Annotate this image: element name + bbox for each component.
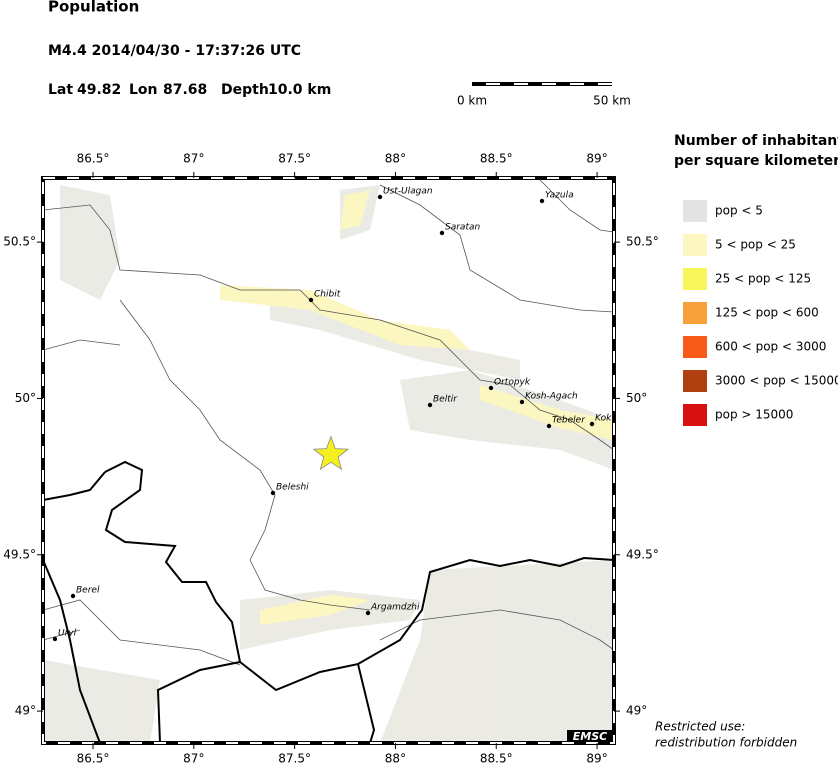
logo-box: [567, 730, 614, 743]
event: M4.4 2014/04/30 - 17:37:26 UTC: [48, 43, 301, 59]
depth: 10.0 km: [268, 82, 331, 98]
city-dot: [589, 421, 595, 427]
city-dot: [365, 610, 371, 616]
city-dot: [488, 385, 494, 391]
lon-label: Lon: [129, 82, 158, 98]
lon-label: 88°: [385, 152, 406, 166]
map: Ust-Ulagan Yazula Saratan Chibit Ortopyk Belt…: [43, 178, 614, 743]
lon-label: 86.5°: [77, 752, 110, 765]
city-label: Berel: [76, 586, 100, 596]
city-label: Ortopyk: [494, 378, 531, 388]
city-label: Kok: [595, 414, 612, 424]
legend-swatch: [683, 234, 707, 256]
city-dot: [546, 423, 552, 429]
city-dot: [519, 399, 525, 405]
lon-label: 88.5°: [480, 752, 513, 765]
lon-label: 86.5°: [77, 152, 110, 166]
city-label: Yazula: [545, 191, 574, 201]
scale-bar: [472, 82, 612, 86]
lon-label: 88°: [385, 752, 406, 765]
legend-label: 600 < pop < 3000: [715, 340, 826, 354]
city-dot: [539, 198, 545, 204]
lon-label: 88.5°: [480, 152, 513, 166]
notice: redistribution forbidden: [655, 736, 797, 750]
lat-label: 49°: [15, 704, 36, 718]
legend-label: 125 < pop < 600: [715, 306, 819, 320]
map-frame: [41, 176, 616, 745]
legend-label: 3000 < pop < 15000: [715, 374, 838, 388]
lat-label: 49.5°: [626, 547, 659, 561]
lat-label: Lat: [48, 82, 73, 98]
city-label: Beleshi: [276, 483, 309, 493]
lon-label: 89°: [586, 152, 607, 166]
city-dot: [377, 194, 383, 200]
lon-label: 89°: [586, 752, 607, 765]
lat-label: 50°: [15, 391, 36, 405]
legend-label: 5 < pop < 25: [715, 238, 796, 252]
city-label: Argamdzhi: [370, 603, 420, 613]
scale-end: 50 km: [593, 94, 631, 108]
city-label: Kosh-Agach: [525, 392, 578, 402]
lat-label: 50.5°: [3, 235, 36, 249]
city-label: Tebeler: [552, 416, 586, 426]
legend-swatch: [683, 404, 707, 426]
city-dot: [270, 490, 276, 496]
city-dot: [52, 636, 58, 642]
lat-label: 49°: [626, 704, 647, 718]
city-label: Chibit: [314, 290, 341, 300]
city-dot: [439, 230, 445, 236]
lon: 87.68: [163, 82, 207, 98]
lat-label: 49.5°: [3, 547, 36, 561]
lat-label: 50°: [626, 391, 647, 405]
lat: 49.82: [77, 82, 121, 98]
lon-label: 87°: [183, 752, 204, 765]
legend-title: per square kilometer: [674, 153, 838, 169]
borders: [43, 460, 614, 743]
legend-label: pop < 5: [715, 204, 763, 218]
city-label: Saratan: [445, 223, 480, 233]
legend-title: Number of inhabitants: [674, 133, 838, 149]
lon-label: 87.5°: [278, 752, 311, 765]
city-label: Ust-Ulagan: [383, 187, 433, 197]
legend-swatch: [683, 200, 707, 222]
lon-label: 87°: [183, 152, 204, 166]
legend-swatch: [683, 302, 707, 324]
rivers: [43, 179, 614, 666]
lat-label: 50.5°: [626, 235, 659, 249]
epicenter: [312, 435, 350, 471]
notice: Restricted use:: [655, 720, 745, 734]
city-label: Uryl: [58, 629, 77, 639]
legend-label: pop > 15000: [715, 408, 793, 422]
legend-label: 25 < pop < 125: [715, 272, 811, 286]
city-label: Beltir: [433, 395, 458, 405]
city-dot: [70, 593, 76, 599]
legend-swatch: [683, 336, 707, 358]
lon-label: 87.5°: [278, 152, 311, 166]
logo: EMSC: [573, 730, 607, 743]
legend-swatch: [683, 268, 707, 290]
city-dot: [427, 402, 433, 408]
city-dot: [308, 297, 314, 303]
scale-start: 0 km: [457, 94, 487, 108]
depth-label: Depth: [221, 82, 269, 98]
legend-swatch: [683, 370, 707, 392]
title: Population: [48, 0, 139, 16]
